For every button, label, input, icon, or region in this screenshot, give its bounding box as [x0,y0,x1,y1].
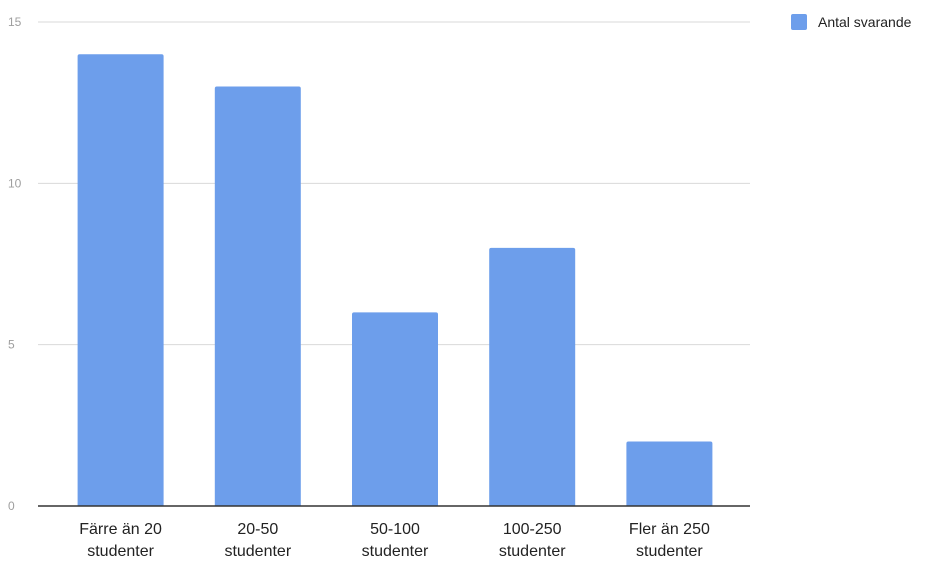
x-tick-label: studenter [87,543,154,560]
bar [214,86,301,507]
y-tick-label: 5 [8,338,15,352]
x-tick-label: studenter [499,543,566,560]
y-tick-label: 0 [8,499,15,513]
y-axis-ticks: 0 5 10 15 [8,15,22,513]
x-tick-label: Färre än 20 [79,521,162,538]
x-tick-label: studenter [224,543,291,560]
x-tick-label: 20-50 [237,521,278,538]
x-tick-label: 50-100 [370,521,420,538]
y-tick-label: 10 [8,176,22,190]
x-tick-label: 100-250 [503,521,562,538]
bar [489,247,576,506]
bar [352,312,438,506]
y-tick-label: 15 [8,15,22,29]
x-tick-label: studenter [362,543,429,560]
x-tick-label: studenter [636,543,703,560]
x-axis-ticks: Färre än 20 studenter 20-50 studenter 50-100… [79,521,710,560]
bars [77,54,713,507]
x-tick-label: Fler än 250 [629,521,710,538]
legend-swatch [791,14,807,30]
legend: Antal svarande [791,14,912,30]
bar [626,441,713,506]
legend-label: Antal svarande [818,14,912,30]
bar [77,54,164,507]
